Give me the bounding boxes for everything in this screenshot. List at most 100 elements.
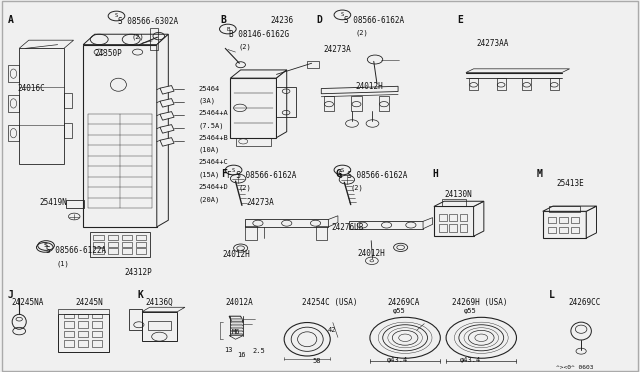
Bar [64, 123, 72, 138]
Bar [58, 314, 109, 352]
Polygon shape [586, 206, 596, 238]
Bar [571, 227, 579, 233]
Text: 24350P: 24350P [95, 49, 122, 58]
Text: 25413E: 25413E [557, 179, 584, 187]
Polygon shape [230, 70, 287, 78]
Bar [548, 227, 556, 233]
Polygon shape [83, 34, 168, 45]
Bar [150, 28, 158, 50]
Bar [90, 232, 150, 257]
Text: 25464+D: 25464+D [198, 184, 228, 190]
Bar [8, 95, 19, 112]
Bar [449, 224, 457, 232]
Bar [8, 125, 19, 141]
Text: G: G [336, 169, 342, 179]
Text: B: B [226, 26, 230, 32]
Text: 24012H: 24012H [223, 250, 250, 259]
Text: φ55: φ55 [463, 308, 476, 314]
Text: (2): (2) [356, 30, 369, 36]
Bar [439, 214, 447, 221]
Bar [66, 200, 84, 208]
Text: φ43.4: φ43.4 [387, 357, 408, 363]
Polygon shape [142, 307, 185, 312]
Bar [93, 242, 104, 247]
Bar [64, 93, 72, 108]
Bar [549, 206, 580, 212]
Text: 2.5: 2.5 [253, 348, 266, 354]
Text: H: H [432, 169, 438, 179]
Polygon shape [543, 206, 596, 211]
Polygon shape [349, 221, 423, 229]
Polygon shape [230, 330, 243, 332]
Polygon shape [160, 86, 174, 94]
Bar [93, 235, 104, 240]
Text: 24276UB: 24276UB [332, 223, 364, 232]
Bar [78, 314, 88, 318]
Text: 24273A: 24273A [323, 45, 351, 54]
Bar [122, 235, 132, 240]
Text: M6: M6 [232, 329, 240, 335]
Text: F S 08566-6162A: F S 08566-6162A [227, 171, 296, 180]
Bar [148, 321, 171, 330]
Bar [559, 217, 568, 223]
Text: 24254C (USA): 24254C (USA) [302, 298, 358, 307]
Bar [93, 248, 104, 254]
Text: φ43.4: φ43.4 [460, 357, 481, 363]
Bar [324, 96, 334, 111]
Bar [307, 61, 319, 68]
Polygon shape [160, 138, 174, 146]
Polygon shape [58, 309, 109, 314]
Text: 25464+C: 25464+C [198, 159, 228, 165]
Bar [449, 214, 457, 221]
Bar [8, 65, 19, 82]
Polygon shape [157, 34, 168, 227]
Polygon shape [160, 125, 174, 133]
Text: D: D [317, 15, 323, 25]
Text: ^><0^ 0603: ^><0^ 0603 [556, 365, 593, 369]
Bar [548, 217, 556, 223]
Bar [571, 217, 579, 223]
Text: S 08566-6122A: S 08566-6122A [46, 246, 106, 255]
Bar [19, 48, 64, 164]
Text: 25464+A: 25464+A [198, 110, 228, 116]
Bar [460, 224, 467, 232]
Text: (2): (2) [351, 185, 364, 191]
Bar [351, 96, 362, 111]
Text: (7.5A): (7.5A) [198, 122, 224, 129]
Polygon shape [19, 40, 74, 48]
Text: S: S [232, 167, 236, 173]
Polygon shape [434, 201, 484, 206]
Text: 24269H (USA): 24269H (USA) [452, 298, 508, 307]
Polygon shape [230, 327, 243, 329]
Bar [142, 312, 177, 341]
Bar [136, 242, 146, 247]
Text: L: L [548, 290, 554, 300]
Bar [92, 314, 102, 318]
Text: (2): (2) [238, 185, 251, 191]
Bar [92, 340, 102, 347]
Text: 25419N: 25419N [40, 198, 67, 207]
Text: 24012H: 24012H [355, 82, 383, 91]
Bar [245, 226, 257, 240]
Bar [64, 314, 74, 318]
Text: 24269CC: 24269CC [568, 298, 601, 307]
Text: (3A): (3A) [198, 98, 216, 104]
Text: M: M [536, 169, 542, 179]
Text: 24130N: 24130N [445, 190, 472, 199]
Text: 58: 58 [312, 358, 321, 364]
Bar [439, 224, 447, 232]
Bar [434, 206, 474, 236]
Text: 24245NA: 24245NA [12, 298, 44, 307]
Bar [78, 340, 88, 347]
Text: 24312P: 24312P [125, 268, 152, 277]
Bar [129, 309, 142, 330]
Polygon shape [474, 201, 484, 236]
Bar [108, 235, 118, 240]
Bar [64, 331, 74, 337]
Polygon shape [229, 316, 243, 322]
Bar [442, 199, 466, 206]
Polygon shape [276, 70, 287, 138]
Text: S 08566-6162A: S 08566-6162A [344, 16, 404, 25]
Text: S: S [115, 13, 118, 19]
Bar [122, 242, 132, 247]
